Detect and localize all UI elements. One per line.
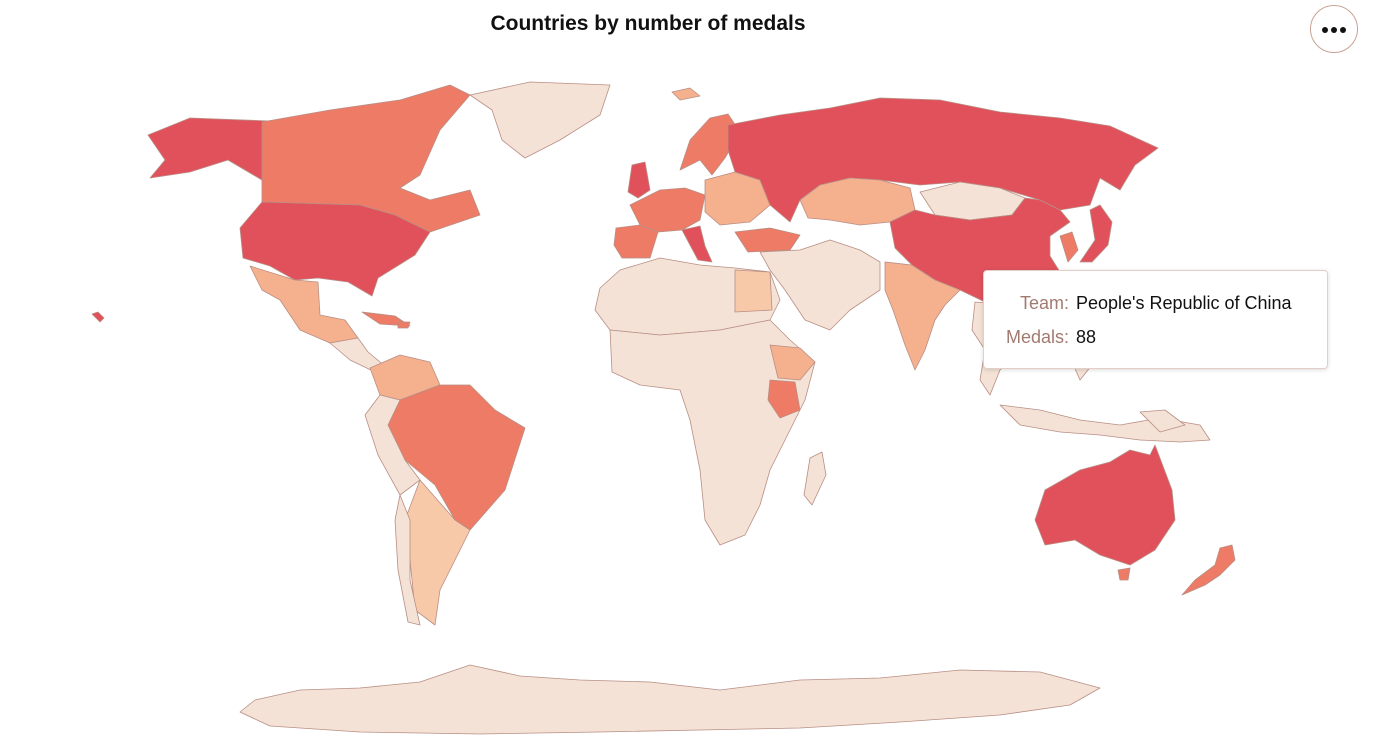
country-hawaii[interactable] [91,311,105,323]
country-italy[interactable] [681,225,713,263]
country-central-africa[interactable] [609,319,816,546]
chart-title: Countries by number of medals [490,12,806,35]
tooltip-medals-label: Medals: [1005,327,1069,347]
country-brazil[interactable] [387,384,526,531]
country-ethiopia[interactable] [769,344,816,381]
chart-menu-button[interactable] [1310,5,1358,53]
country-papua-new-guinea[interactable] [1139,409,1186,433]
country-tooltip: Team: People's Republic of China Medals:… [983,270,1328,369]
tooltip-team-label: Team: [1019,293,1069,313]
country-australia[interactable] [1034,444,1176,566]
country-indonesia[interactable] [999,404,1211,443]
country-egypt[interactable] [734,269,773,313]
country-new-zealand[interactable] [1181,544,1236,596]
country-madagascar[interactable] [803,451,827,506]
country-japan[interactable] [1079,204,1113,263]
country-iceland[interactable] [671,87,701,101]
country-kenya[interactable] [767,379,801,419]
country-usa[interactable] [239,201,431,297]
country-korea[interactable] [1059,231,1079,263]
country-greenland[interactable] [469,81,611,159]
country-india[interactable] [884,261,961,371]
country-tasmania[interactable] [1117,567,1131,581]
country-turkey[interactable] [734,227,801,253]
country-chile[interactable] [394,494,421,626]
country-antarctica[interactable] [239,664,1101,735]
country-alaska[interactable] [147,117,271,181]
country-caribbean[interactable] [397,321,411,329]
tooltip-medals-value: 88 [1076,327,1097,347]
tooltip-team-value: People's Republic of China [1076,293,1292,313]
country-uk[interactable] [627,161,651,199]
more-horizontal-icon [1321,20,1348,38]
country-middle-east[interactable] [759,239,881,331]
country-spain[interactable] [613,224,659,259]
